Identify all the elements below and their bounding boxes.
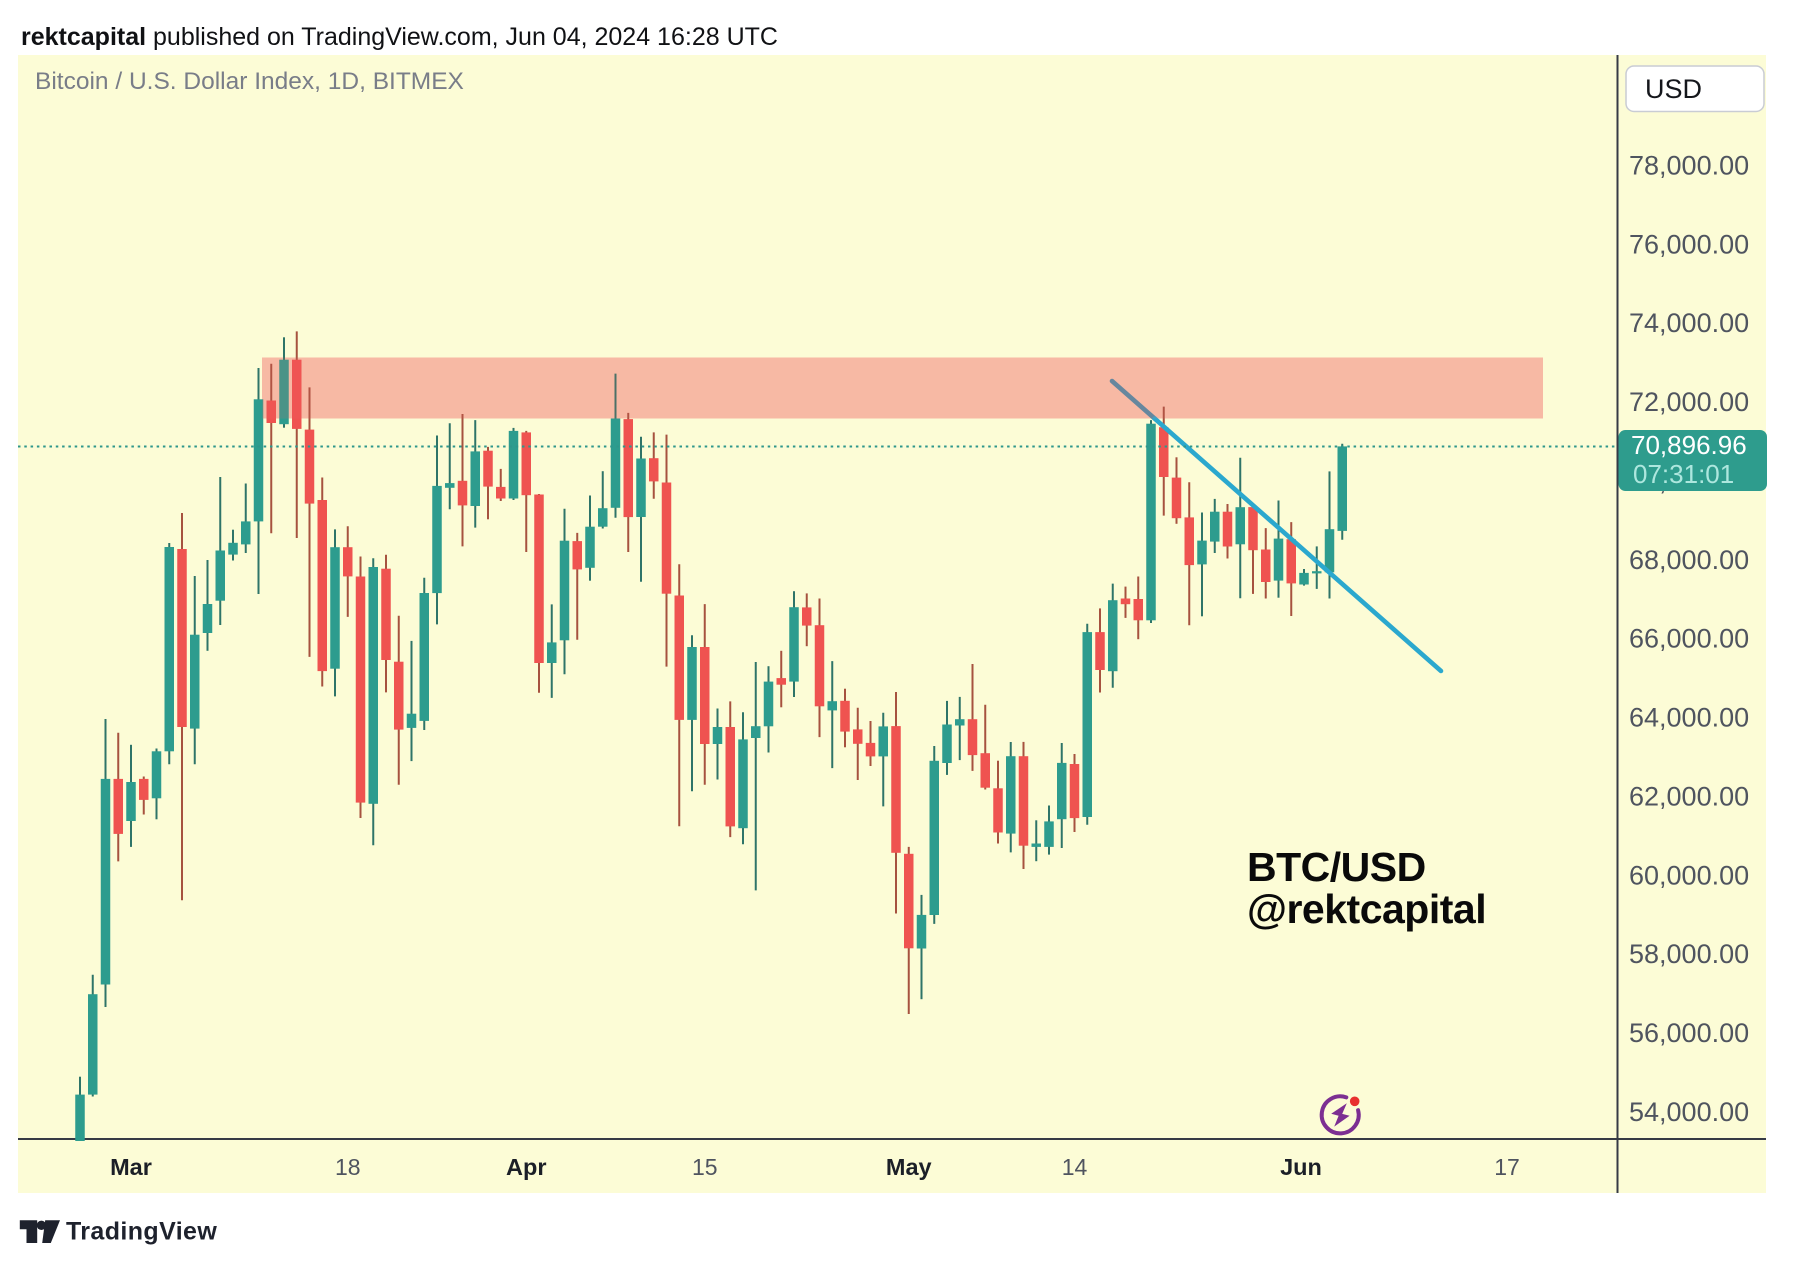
svg-text:68,000.00: 68,000.00 <box>1629 545 1749 575</box>
svg-text:74,000.00: 74,000.00 <box>1629 308 1749 338</box>
svg-text:17: 17 <box>1494 1154 1520 1180</box>
svg-text:USD: USD <box>1645 74 1702 104</box>
svg-text:BTC/USD: BTC/USD <box>1247 844 1426 890</box>
svg-text:76,000.00: 76,000.00 <box>1629 229 1749 259</box>
svg-text:@rektcapital: @rektcapital <box>1247 886 1486 932</box>
svg-text:62,000.00: 62,000.00 <box>1629 781 1749 811</box>
svg-text:07:31:01: 07:31:01 <box>1633 459 1734 489</box>
svg-text:Mar: Mar <box>110 1154 152 1180</box>
svg-text:56,000.00: 56,000.00 <box>1629 1018 1749 1048</box>
svg-text:rektcapital published on Tradi: rektcapital published on TradingView.com… <box>21 23 778 51</box>
svg-text:May: May <box>886 1154 932 1180</box>
svg-text:64,000.00: 64,000.00 <box>1629 703 1749 733</box>
svg-text:54,000.00: 54,000.00 <box>1629 1097 1749 1127</box>
svg-text:18: 18 <box>335 1154 361 1180</box>
svg-text:Bitcoin / U.S. Dollar Index, 1: Bitcoin / U.S. Dollar Index, 1D, BITMEX <box>35 68 464 95</box>
svg-text:78,000.00: 78,000.00 <box>1629 151 1749 181</box>
svg-text:70,896.96: 70,896.96 <box>1631 430 1747 460</box>
svg-text:TradingView: TradingView <box>66 1218 217 1246</box>
svg-text:Apr: Apr <box>506 1154 546 1180</box>
svg-text:66,000.00: 66,000.00 <box>1629 624 1749 654</box>
svg-text:Jun: Jun <box>1280 1154 1322 1180</box>
svg-text:60,000.00: 60,000.00 <box>1629 860 1749 890</box>
svg-text:72,000.00: 72,000.00 <box>1629 387 1749 417</box>
svg-text:15: 15 <box>692 1154 718 1180</box>
svg-text:14: 14 <box>1062 1154 1088 1180</box>
svg-text:58,000.00: 58,000.00 <box>1629 939 1749 969</box>
